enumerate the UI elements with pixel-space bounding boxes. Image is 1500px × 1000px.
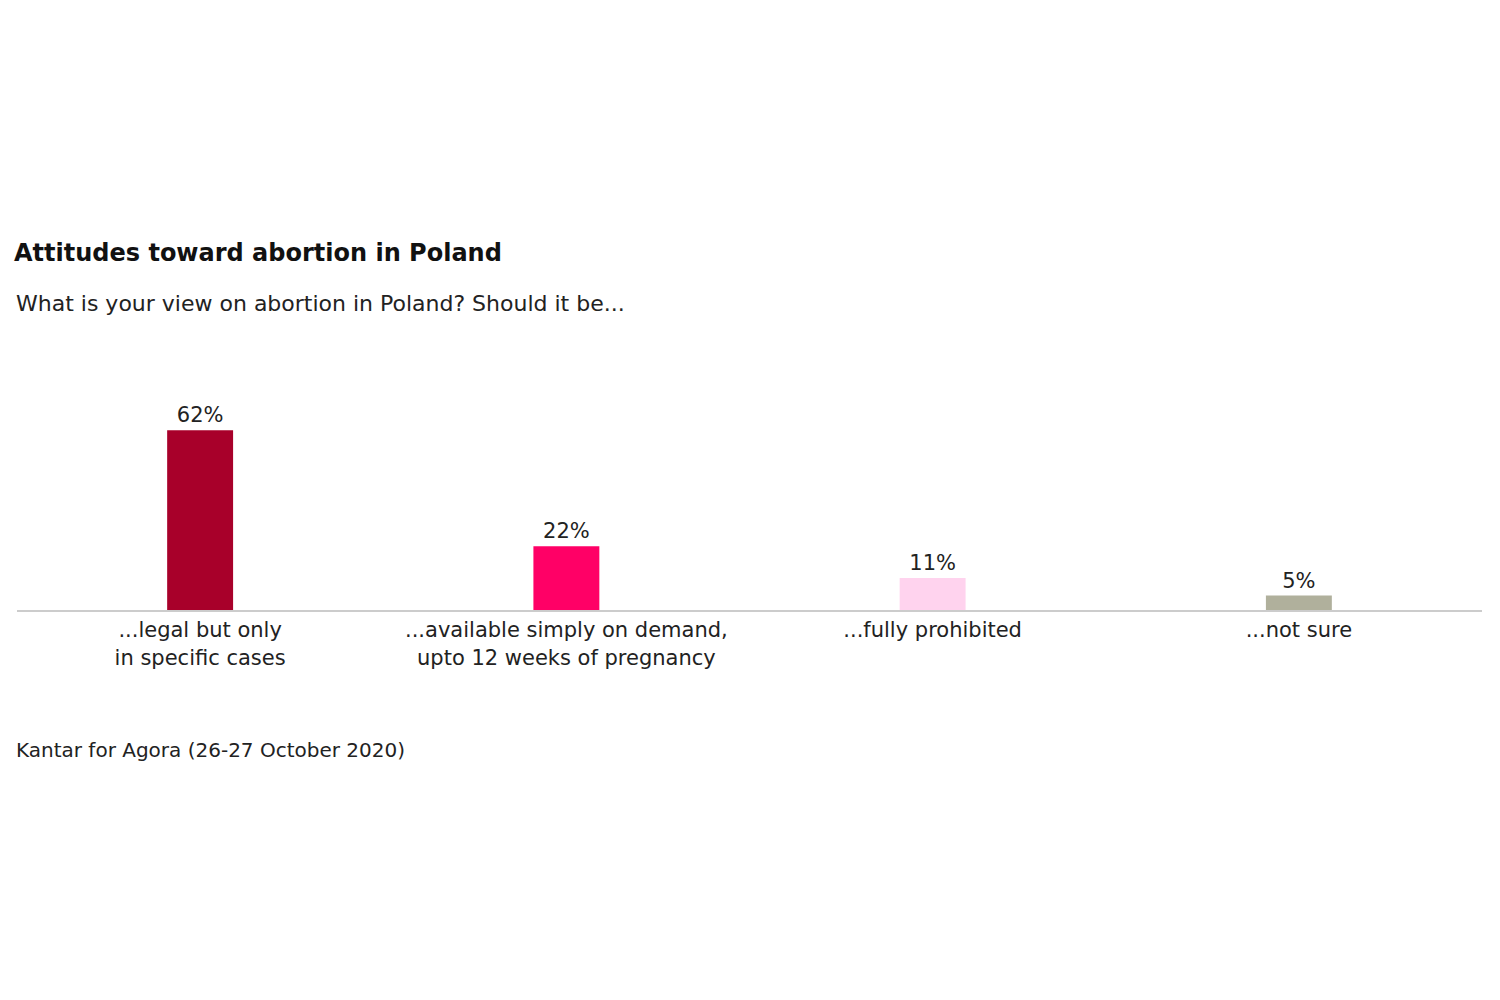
svg-text:What is your view on abortion: What is your view on abortion in Poland?… bbox=[16, 291, 625, 316]
svg-text:Kantar for Agora (26-27 Octobe: Kantar for Agora (26-27 October 2020) bbox=[16, 738, 405, 762]
svg-text:62%: 62% bbox=[177, 403, 224, 427]
svg-text:...not sure: ...not sure bbox=[1246, 618, 1352, 642]
svg-text:Attitudes toward abortion in P: Attitudes toward abortion in Poland bbox=[14, 239, 502, 267]
svg-text:22%: 22% bbox=[543, 519, 590, 543]
svg-text:5%: 5% bbox=[1282, 569, 1315, 593]
svg-text:...fully prohibited: ...fully prohibited bbox=[843, 618, 1022, 642]
svg-text:...available simply on demand,: ...available simply on demand,upto 12 we… bbox=[405, 618, 728, 669]
svg-text:...legal but onlyin specific c: ...legal but onlyin specific cases bbox=[115, 618, 286, 669]
svg-text:11%: 11% bbox=[909, 551, 956, 575]
